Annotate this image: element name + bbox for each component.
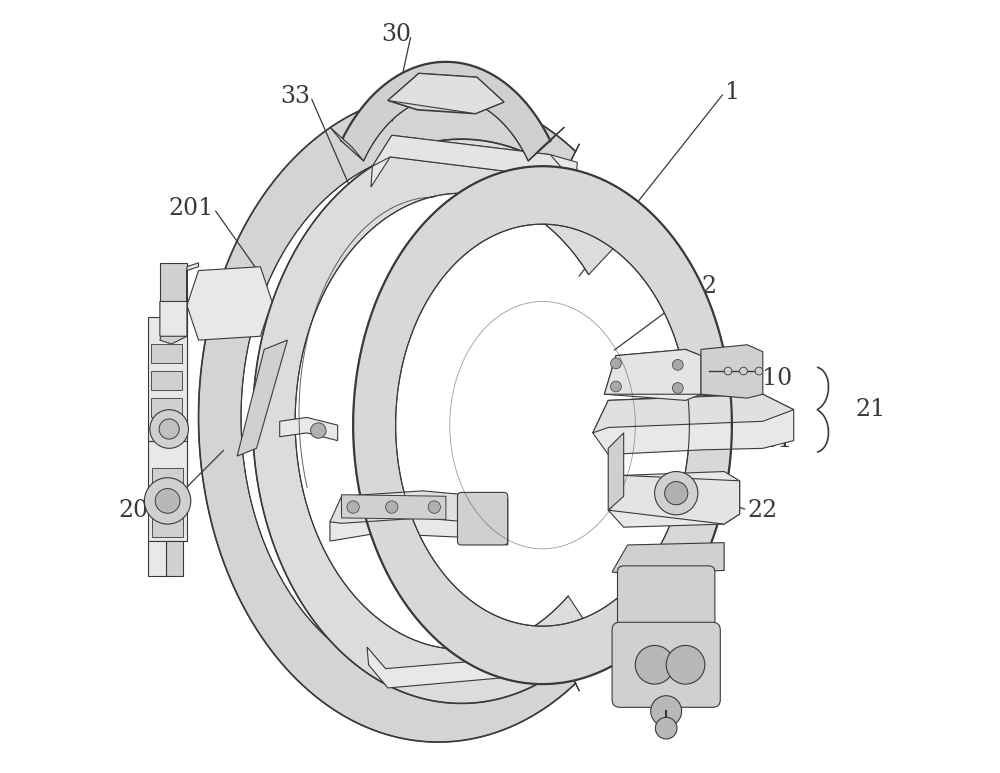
Polygon shape xyxy=(551,144,579,199)
Circle shape xyxy=(311,423,326,438)
Circle shape xyxy=(651,696,682,727)
Polygon shape xyxy=(160,263,187,468)
Circle shape xyxy=(655,717,677,739)
Circle shape xyxy=(144,478,191,524)
Circle shape xyxy=(428,501,440,513)
Polygon shape xyxy=(160,263,199,336)
Circle shape xyxy=(666,645,705,684)
Circle shape xyxy=(635,645,674,684)
Circle shape xyxy=(347,501,359,513)
Polygon shape xyxy=(280,417,338,441)
Polygon shape xyxy=(342,495,446,519)
Polygon shape xyxy=(237,340,287,456)
Polygon shape xyxy=(604,349,701,394)
Text: 211: 211 xyxy=(747,429,793,452)
Polygon shape xyxy=(187,267,272,340)
Polygon shape xyxy=(166,541,183,576)
Circle shape xyxy=(755,367,763,375)
Polygon shape xyxy=(151,371,182,390)
FancyBboxPatch shape xyxy=(612,622,720,707)
Text: 201: 201 xyxy=(169,197,214,220)
Circle shape xyxy=(740,367,747,375)
FancyBboxPatch shape xyxy=(617,566,715,636)
Text: 21: 21 xyxy=(856,398,886,421)
Circle shape xyxy=(672,383,683,393)
Polygon shape xyxy=(253,139,621,703)
Text: 1: 1 xyxy=(724,81,739,104)
Polygon shape xyxy=(151,344,182,363)
Polygon shape xyxy=(330,491,508,526)
Polygon shape xyxy=(551,636,579,691)
Polygon shape xyxy=(528,127,564,161)
Circle shape xyxy=(611,358,621,369)
Text: 202: 202 xyxy=(118,499,164,522)
Polygon shape xyxy=(367,635,570,688)
Circle shape xyxy=(611,381,621,392)
Circle shape xyxy=(150,410,188,448)
Text: 33: 33 xyxy=(281,85,311,108)
Circle shape xyxy=(655,472,698,515)
Text: 210: 210 xyxy=(747,367,793,390)
Polygon shape xyxy=(341,62,550,161)
Polygon shape xyxy=(148,441,187,541)
Polygon shape xyxy=(612,543,724,574)
Polygon shape xyxy=(371,135,577,187)
Polygon shape xyxy=(199,93,576,742)
Polygon shape xyxy=(604,349,701,400)
Polygon shape xyxy=(388,73,504,114)
Polygon shape xyxy=(608,433,624,510)
Polygon shape xyxy=(160,305,187,344)
Polygon shape xyxy=(593,394,794,433)
Polygon shape xyxy=(152,468,183,537)
Polygon shape xyxy=(148,317,187,441)
Polygon shape xyxy=(353,166,732,684)
FancyBboxPatch shape xyxy=(457,492,508,545)
Circle shape xyxy=(665,482,688,505)
Polygon shape xyxy=(593,394,794,455)
Polygon shape xyxy=(608,472,740,527)
Polygon shape xyxy=(608,475,740,524)
Polygon shape xyxy=(388,73,504,114)
Circle shape xyxy=(724,367,732,375)
Circle shape xyxy=(159,419,179,439)
Text: 30: 30 xyxy=(381,23,411,46)
Polygon shape xyxy=(330,127,364,161)
Polygon shape xyxy=(701,345,763,398)
Polygon shape xyxy=(148,541,166,576)
Text: 2: 2 xyxy=(701,274,716,298)
Text: 22: 22 xyxy=(747,499,778,522)
Polygon shape xyxy=(330,514,508,545)
Polygon shape xyxy=(372,135,576,184)
Circle shape xyxy=(155,489,180,513)
Polygon shape xyxy=(151,398,182,417)
Circle shape xyxy=(672,359,683,370)
Circle shape xyxy=(386,501,398,513)
